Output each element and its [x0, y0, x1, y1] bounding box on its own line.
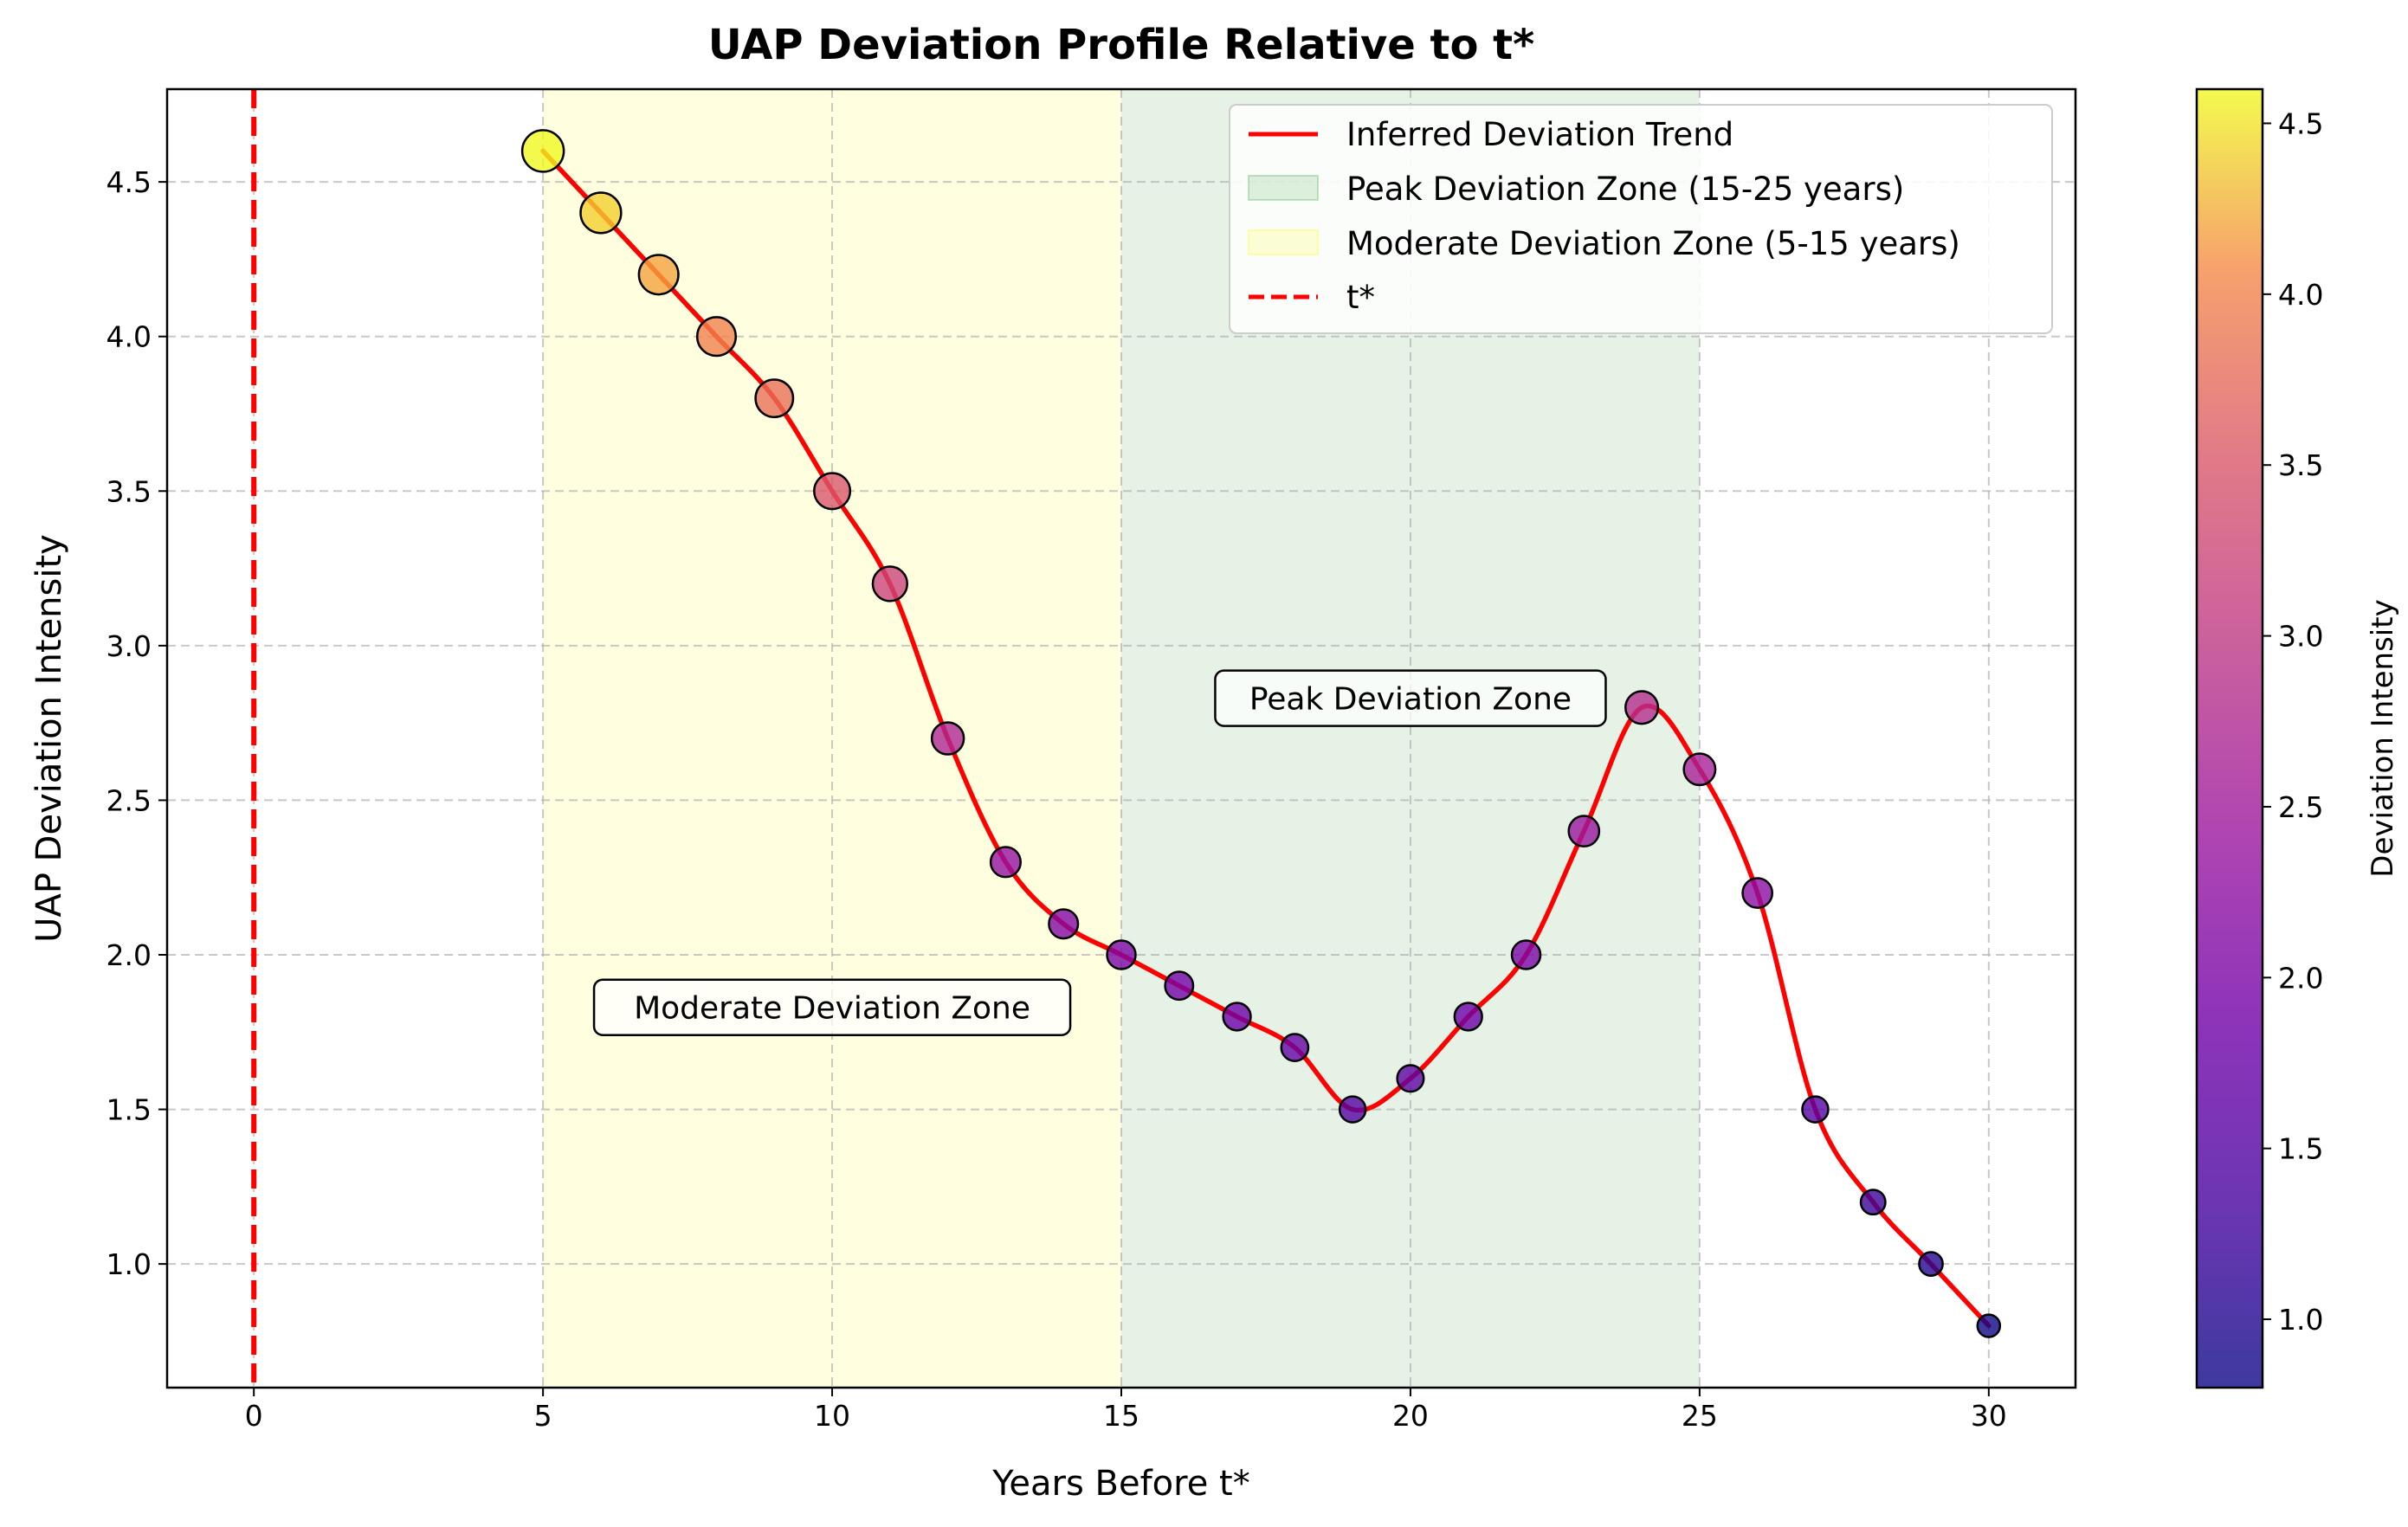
x-tick-label: 20 [1392, 1399, 1429, 1433]
data-point [1164, 970, 1195, 1002]
annotation-peak-zone: Peak Deviation Zone [1214, 669, 1607, 727]
y-tick-label: 2.0 [107, 938, 152, 972]
colorbar-tick-label: 1.0 [2278, 1303, 2323, 1337]
x-tick-label: 5 [534, 1399, 552, 1433]
legend-label-moderate-zone: Moderate Deviation Zone (5-15 years) [1346, 225, 1960, 262]
data-point [1453, 1002, 1483, 1032]
data-point [1801, 1095, 1830, 1124]
data-point [1222, 1002, 1252, 1032]
data-point [1682, 752, 1717, 787]
legend-label-trend: Inferred Deviation Trend [1346, 116, 1733, 153]
colorbar: 1.0 1.5 2.0 2.5 3.0 3.5 4.0 4.5 Deviation Inten… [2195, 87, 2400, 1389]
colorbar-tick-label: 1.5 [2278, 1132, 2323, 1166]
y-tick-label: 4.0 [107, 320, 152, 354]
x-tick-label: 0 [245, 1399, 263, 1433]
x-tick-label: 10 [814, 1399, 850, 1433]
data-point [813, 472, 852, 511]
data-point [930, 721, 965, 756]
legend-label-tstar: t* [1346, 279, 1375, 316]
legend-frame [1229, 104, 2053, 334]
x-tick-label: 30 [1971, 1399, 2007, 1433]
data-point [1396, 1064, 1425, 1093]
svg-text:Peak Deviation Zone: Peak Deviation Zone [1249, 682, 1572, 718]
chart-title: UAP Deviation Profile Relative to t* [708, 21, 1534, 69]
x-tick-label: 15 [1103, 1399, 1139, 1433]
data-point [579, 191, 623, 235]
data-point [1338, 1095, 1367, 1124]
data-point [1859, 1189, 1887, 1216]
data-point [695, 316, 738, 358]
x-axis-label: Years Before t* [991, 1464, 1249, 1504]
annotation-moderate-zone: Moderate Deviation Zone [592, 978, 1072, 1036]
data-point [1741, 877, 1774, 909]
colorbar-tick-label: 2.0 [2278, 961, 2323, 995]
y-axis-label: UAP Deviation Intensity [29, 534, 69, 943]
colorbar-tick-label: 3.0 [2278, 620, 2323, 654]
data-point [1918, 1251, 1944, 1277]
colorbar-label: Deviation Intensity [2366, 599, 2400, 877]
data-point [1510, 939, 1542, 970]
colorbar-tick-label: 3.5 [2278, 448, 2323, 482]
colorbar-tick-label: 4.0 [2278, 278, 2323, 312]
legend-label-peak-zone: Peak Deviation Zone (15-25 years) [1346, 171, 1904, 208]
y-tick-label: 3.5 [107, 474, 152, 508]
y-tick-label: 1.0 [107, 1247, 152, 1281]
data-point [520, 129, 565, 173]
y-tick-label: 1.5 [107, 1093, 152, 1127]
colorbar-gradient [2195, 87, 2264, 1389]
data-point [871, 565, 908, 602]
colorbar-tick-label: 2.5 [2278, 790, 2323, 824]
legend-swatch-moderate-zone [1248, 229, 1319, 255]
legend: Inferred Deviation Trend Peak Deviation … [1229, 104, 2053, 334]
y-tick-label: 4.5 [107, 165, 152, 199]
data-point [989, 846, 1022, 879]
data-point [1280, 1033, 1310, 1062]
y-tick-label: 3.0 [107, 629, 152, 663]
data-point [754, 378, 795, 419]
colorbar-tick-label: 4.5 [2278, 106, 2323, 140]
data-point [1048, 908, 1080, 940]
data-point [1624, 690, 1660, 725]
data-point [1567, 815, 1601, 847]
data-point [637, 254, 680, 296]
x-tick-label: 25 [1682, 1399, 1718, 1433]
svg-text:Moderate Deviation Zone: Moderate Deviation Zone [634, 991, 1030, 1027]
data-point [1106, 939, 1137, 970]
legend-swatch-peak-zone [1248, 175, 1319, 201]
data-point [1976, 1313, 2002, 1338]
y-tick-label: 2.5 [107, 783, 152, 817]
